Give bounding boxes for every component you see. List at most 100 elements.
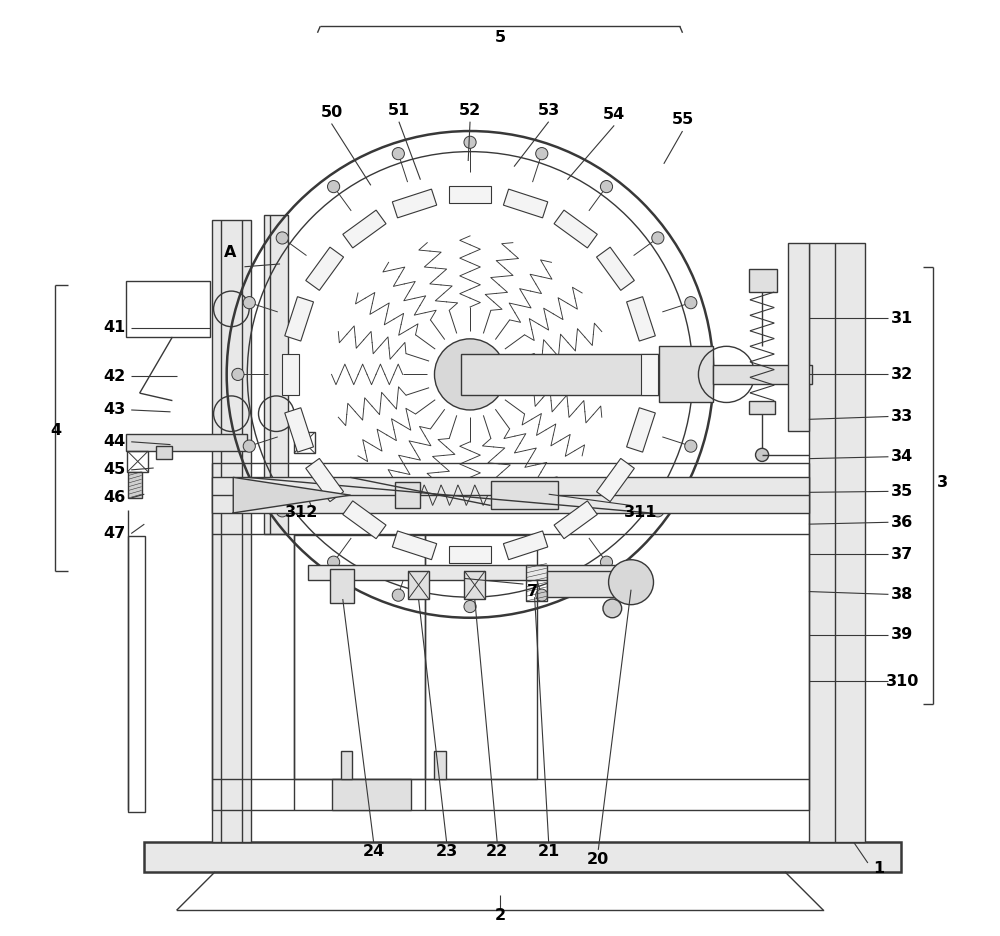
Text: 51: 51	[388, 103, 410, 118]
Bar	[282, 354, 299, 395]
Circle shape	[464, 137, 476, 148]
Text: 310: 310	[886, 674, 919, 689]
Circle shape	[756, 448, 769, 461]
Bar	[392, 189, 437, 218]
Text: 43: 43	[103, 402, 125, 417]
Text: 46: 46	[103, 490, 125, 505]
Text: 2: 2	[494, 908, 506, 923]
Bar	[503, 189, 548, 218]
Text: 21: 21	[538, 844, 560, 859]
Text: 311: 311	[624, 505, 657, 520]
Text: A: A	[224, 245, 237, 260]
Circle shape	[276, 232, 288, 244]
Text: 24: 24	[363, 844, 385, 859]
Text: 52: 52	[459, 103, 481, 118]
Bar	[212, 477, 809, 513]
Circle shape	[392, 148, 404, 160]
Text: 42: 42	[103, 369, 125, 384]
Circle shape	[243, 440, 255, 452]
Bar	[461, 354, 667, 395]
Text: 45: 45	[103, 462, 125, 477]
Circle shape	[696, 369, 708, 380]
Bar	[809, 243, 865, 842]
Bar	[285, 297, 314, 341]
Circle shape	[328, 181, 340, 193]
Bar	[306, 247, 344, 290]
Text: 4: 4	[50, 423, 61, 438]
Text: 41: 41	[103, 320, 125, 335]
Bar	[449, 186, 491, 203]
Bar	[343, 501, 386, 539]
Circle shape	[685, 440, 697, 452]
Circle shape	[392, 589, 404, 601]
Bar	[788, 243, 809, 431]
Text: 5: 5	[494, 30, 506, 45]
Text: 3: 3	[937, 475, 948, 490]
Bar	[332, 779, 411, 810]
Text: 47: 47	[103, 526, 125, 541]
Bar	[449, 546, 491, 563]
Bar	[128, 536, 145, 812]
Text: 312: 312	[285, 505, 318, 520]
Text: 55: 55	[671, 112, 694, 127]
Text: 32: 32	[891, 367, 914, 382]
Circle shape	[600, 181, 613, 193]
Bar	[126, 281, 210, 337]
Bar	[330, 569, 354, 603]
Bar	[434, 751, 446, 779]
Circle shape	[536, 589, 548, 601]
Bar	[285, 408, 314, 452]
Text: 31: 31	[891, 311, 914, 326]
Circle shape	[685, 297, 697, 309]
Bar	[554, 501, 597, 539]
Bar	[395, 482, 420, 508]
Text: 35: 35	[891, 484, 914, 499]
Text: 50: 50	[320, 105, 343, 120]
Text: 39: 39	[891, 627, 914, 642]
Bar	[408, 571, 429, 599]
Bar	[306, 459, 344, 502]
Text: 44: 44	[103, 434, 125, 449]
Text: 22: 22	[486, 844, 508, 859]
Circle shape	[434, 339, 506, 410]
Text: 7: 7	[527, 584, 538, 599]
Polygon shape	[233, 477, 350, 513]
Bar	[597, 247, 634, 290]
Bar	[627, 297, 655, 341]
Text: 53: 53	[538, 103, 560, 118]
Text: 38: 38	[891, 587, 914, 602]
Bar	[126, 434, 247, 451]
Bar	[127, 451, 148, 472]
Bar	[264, 215, 288, 534]
Bar	[343, 210, 386, 248]
Bar	[464, 571, 485, 599]
Bar	[749, 401, 775, 414]
Circle shape	[652, 232, 664, 244]
Text: 54: 54	[603, 107, 625, 122]
Circle shape	[603, 599, 622, 618]
Bar	[392, 531, 437, 560]
Bar	[749, 269, 777, 292]
Bar	[212, 463, 809, 810]
Text: 1: 1	[874, 861, 885, 876]
Bar	[597, 459, 634, 502]
Bar	[503, 531, 548, 560]
Bar	[144, 842, 901, 872]
Circle shape	[243, 297, 255, 309]
Circle shape	[536, 148, 548, 160]
Bar	[641, 354, 658, 395]
Bar	[491, 481, 558, 509]
Text: 37: 37	[891, 547, 914, 562]
Bar	[128, 472, 142, 498]
Circle shape	[328, 556, 340, 568]
Circle shape	[276, 505, 288, 517]
Circle shape	[232, 368, 244, 380]
Bar	[212, 220, 251, 842]
Bar	[308, 565, 626, 580]
Bar	[341, 751, 352, 779]
Circle shape	[609, 560, 654, 605]
Bar	[659, 346, 713, 402]
Bar	[713, 365, 812, 384]
Circle shape	[600, 556, 613, 568]
Text: 20: 20	[587, 852, 609, 867]
